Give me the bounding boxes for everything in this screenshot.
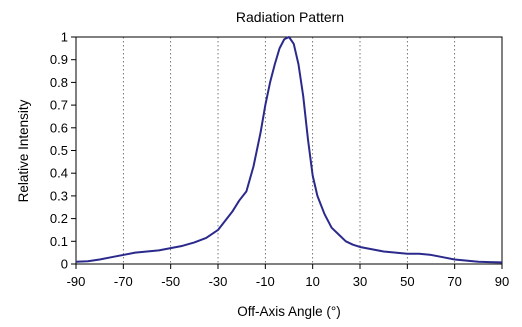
x-tick-label: 70 (447, 274, 461, 289)
y-tick-label: 0.7 (50, 98, 68, 113)
series-line (75, 36, 503, 264)
y-tick-label: 0.1 (50, 234, 68, 249)
y-axis: 0 0.1 0.2 0.3 0.4 0.5 0.6 0.7 0.8 0.9 1 (50, 30, 76, 272)
y-tick-label: 0 (61, 257, 68, 272)
x-tick-label: 50 (400, 274, 414, 289)
x-tick-label: 10 (305, 274, 319, 289)
y-tick-label: 0.5 (50, 143, 68, 158)
x-axis-title: Off-Axis Angle (°) (237, 304, 340, 319)
y-tick-label: 0.9 (50, 52, 68, 67)
y-tick-label: 0.4 (50, 166, 68, 181)
x-tick-label: 30 (353, 274, 367, 289)
x-tick-label: 90 (495, 274, 509, 289)
y-tick-label: 0.8 (50, 75, 68, 90)
grid-lines (122, 37, 456, 264)
x-tick-label: -90 (67, 274, 86, 289)
chart-title: Radiation Pattern (236, 9, 344, 25)
x-tick-label: -50 (161, 274, 180, 289)
y-axis-title: Relative Intensity (16, 99, 31, 202)
y-tick-label: 1 (61, 30, 68, 45)
x-axis: -90 -70 -50 -30 -10 10 30 50 70 90 (67, 264, 509, 289)
x-tick-label: -10 (256, 274, 275, 289)
y-tick-label: 0.2 (50, 211, 68, 226)
y-tick-label: 0.3 (50, 188, 68, 203)
plot-area-frame (75, 36, 503, 265)
x-tick-label: -30 (209, 274, 228, 289)
x-tick-label: -70 (114, 274, 133, 289)
y-tick-label: 0.6 (50, 120, 68, 135)
